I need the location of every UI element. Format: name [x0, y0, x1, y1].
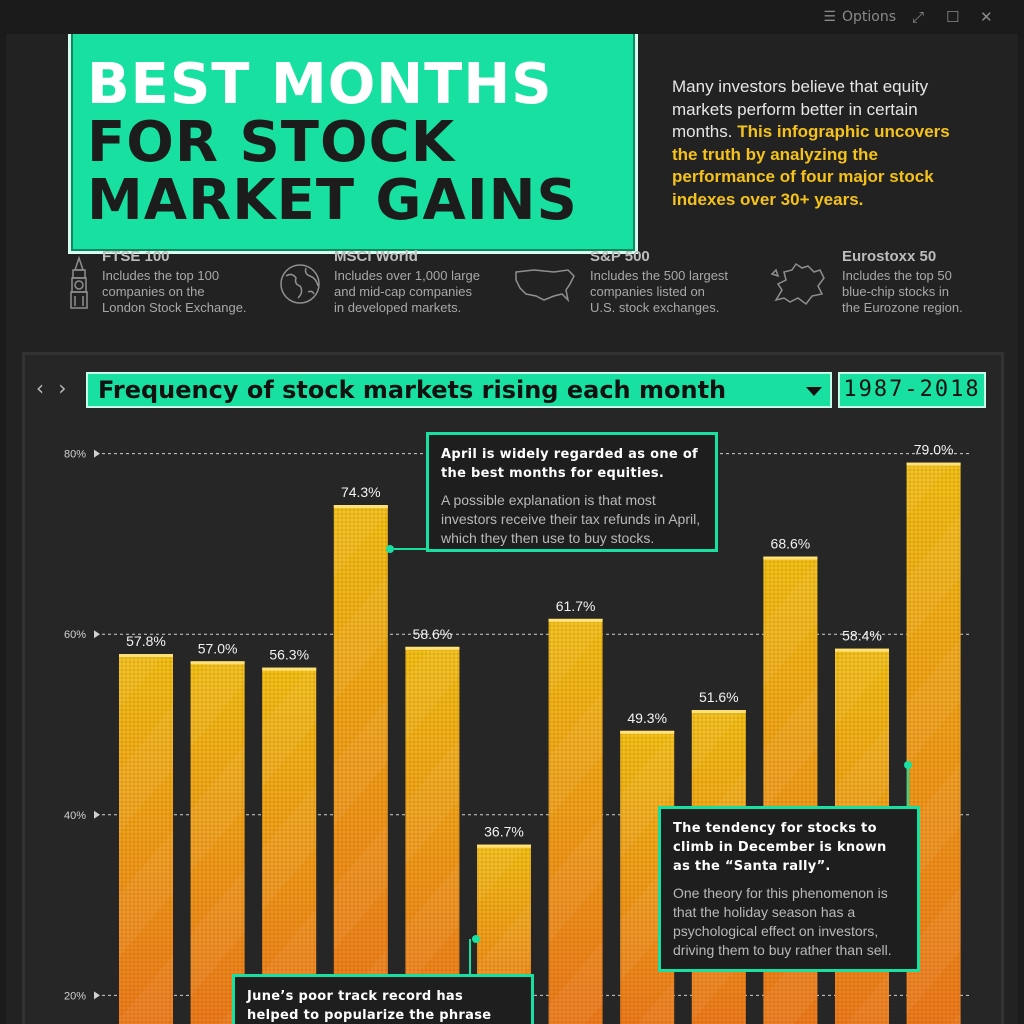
europe-map-icon — [770, 262, 825, 306]
bar-texture — [262, 667, 317, 1024]
intro-plain: Many investors believe that equity marke… — [672, 77, 929, 141]
title-box: BEST MONTHS FOR STOCK MARKET GAINS — [68, 34, 638, 254]
december-connector-dot — [904, 761, 912, 769]
bar-value-label: 58.6% — [413, 626, 453, 642]
bar-value-label: 79.0% — [914, 442, 954, 458]
index-name: S&P 500 — [590, 248, 650, 265]
bar-cap — [691, 710, 746, 714]
index-name: Eurostoxx 50 — [842, 248, 937, 265]
index-desc: Includes over 1,000 large and mid-cap com… — [334, 268, 480, 315]
bar-cap — [333, 505, 388, 509]
annotation-april: April is widely regarded as one of the b… — [426, 432, 718, 552]
bar-cap — [763, 556, 818, 560]
bar-cap — [190, 661, 245, 665]
chart-title: Frequency of stock markets rising each m… — [98, 376, 727, 404]
index-desc: Includes the top 100 companies on the Lond… — [102, 268, 247, 315]
window-bar: ☰ Options ⤢ ☐ ✕ — [0, 0, 1024, 34]
annotation-december-head: The tendency for stocks to climb in Dece… — [673, 821, 887, 874]
bar-cap — [906, 462, 961, 466]
bar-cap — [835, 648, 889, 652]
y-tick-marker — [94, 810, 100, 819]
title-line-2: FOR STOCK — [87, 110, 456, 175]
bar — [262, 667, 317, 1024]
maximize-icon[interactable]: ☐ — [946, 8, 960, 26]
infographic-canvas: BEST MONTHS FOR STOCK MARKET GAINS Many … — [6, 34, 1018, 1024]
bar-value-label: 68.6% — [771, 536, 811, 552]
y-tick-marker — [94, 449, 100, 458]
usa-map-icon — [515, 269, 575, 303]
options-label: Options — [841, 9, 896, 25]
bar-value-label: 57.0% — [198, 640, 238, 656]
bar-value-label: 49.3% — [627, 710, 667, 726]
bar-cap — [620, 730, 675, 734]
annotation-december: The tendency for stocks to climb in Dece… — [658, 806, 920, 972]
bar — [119, 654, 173, 1024]
bar-value-label: 61.7% — [556, 598, 596, 614]
bar-cap — [405, 646, 460, 650]
year-range-selector[interactable]: 1987-2018 — [838, 372, 986, 408]
june-connector-dot — [472, 935, 480, 943]
index-name: FTSE 100 — [102, 248, 170, 265]
bar — [190, 661, 245, 1024]
bar-texture — [333, 505, 388, 1024]
annotation-december-body: One theory for this phenomenon is that t… — [673, 885, 892, 958]
bar-texture — [405, 646, 460, 1024]
annotation-june-head: June’s poor track record has helped to p… — [247, 989, 492, 1023]
y-tick-label: 80% — [64, 449, 86, 461]
y-tick-label: 40% — [64, 810, 86, 822]
bar-texture — [548, 618, 603, 1024]
chart-selector-dropdown[interactable]: Frequency of stock markets rising each m… — [86, 372, 832, 408]
close-icon[interactable]: ✕ — [980, 8, 993, 26]
intro-text: Many investors believe that equity marke… — [672, 76, 972, 211]
index-desc: Includes the top 50 blue-chip stocks in th… — [842, 268, 963, 315]
bar-texture — [119, 654, 173, 1024]
expand-icon[interactable]: ⤢ — [912, 8, 925, 26]
bar-value-label: 51.6% — [699, 689, 739, 705]
index-desc: Includes the 500 largest companies listed… — [590, 268, 729, 315]
bar-value-label: 74.3% — [341, 484, 381, 500]
y-tick-marker — [94, 991, 100, 1000]
chevron-down-icon — [806, 387, 822, 396]
bar-value-label: 57.8% — [126, 633, 166, 649]
bar-cap — [262, 667, 317, 671]
annotation-april-head: April is widely regarded as one of the b… — [441, 447, 699, 481]
globe-icon — [280, 264, 320, 304]
bar — [405, 646, 460, 1024]
y-tick-label: 20% — [64, 990, 86, 1002]
index-name: MSCI World — [334, 248, 418, 265]
y-tick-marker — [94, 630, 100, 639]
bar-cap — [477, 844, 531, 848]
annotation-april-body: A possible explanation is that most inve… — [441, 492, 701, 546]
y-tick-label: 60% — [64, 629, 86, 641]
title-line-3: MARKET GAINS — [87, 168, 578, 233]
bar-value-label: 56.3% — [269, 647, 309, 663]
bar-texture — [190, 661, 245, 1024]
big-ben-icon — [70, 256, 88, 309]
bar-cap — [548, 618, 603, 622]
title-line-1: BEST MONTHS — [87, 52, 553, 117]
options-button[interactable]: ☰ Options — [823, 9, 896, 25]
bar-cap — [119, 654, 173, 658]
april-connector-dot — [386, 545, 394, 553]
bar — [333, 505, 388, 1024]
menu-icon: ☰ — [823, 9, 836, 25]
bar-value-label: 58.4% — [842, 628, 882, 644]
intro-highlight: This infographic uncovers the truth by a… — [672, 122, 950, 209]
annotation-june: June’s poor track record has helped to p… — [232, 974, 534, 1024]
bar — [548, 618, 603, 1024]
chart-nav-arrows[interactable]: ‹ › — [36, 376, 71, 400]
bar-value-label: 36.7% — [484, 824, 524, 840]
